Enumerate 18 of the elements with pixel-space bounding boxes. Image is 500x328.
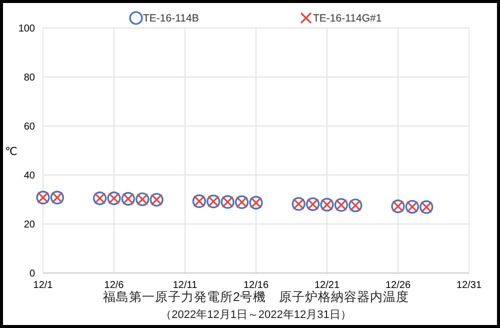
x-tick-label: 12/26	[385, 280, 411, 291]
y-axis-title: ℃	[5, 146, 18, 158]
y-tick-label: 100	[18, 24, 36, 34]
text: 福島第一原子力発電所2号機 原子炉格納容器内温度	[103, 289, 409, 304]
y-tick-label: 20	[24, 220, 36, 230]
x-tick-label: 12/6	[104, 280, 124, 291]
x-tick-label: 12/16	[243, 280, 269, 291]
x-tick-label: 12/1	[33, 280, 54, 291]
y-tick-label: 80	[24, 72, 36, 84]
y-tick-label: 60	[24, 122, 36, 132]
legend-label: TE-16-114B	[143, 12, 199, 25]
y-tick-label: 40	[24, 170, 36, 182]
x-tick-label: 12/11	[172, 280, 198, 291]
text: （2022年12月1日～2022年12月31日）	[160, 309, 352, 321]
x-tick-label: 12/31	[456, 280, 482, 291]
x-tick-label: 12/21	[314, 280, 340, 291]
y-tick-label: 0	[29, 268, 36, 280]
legend-label: TE-16-114G#1	[313, 12, 382, 25]
